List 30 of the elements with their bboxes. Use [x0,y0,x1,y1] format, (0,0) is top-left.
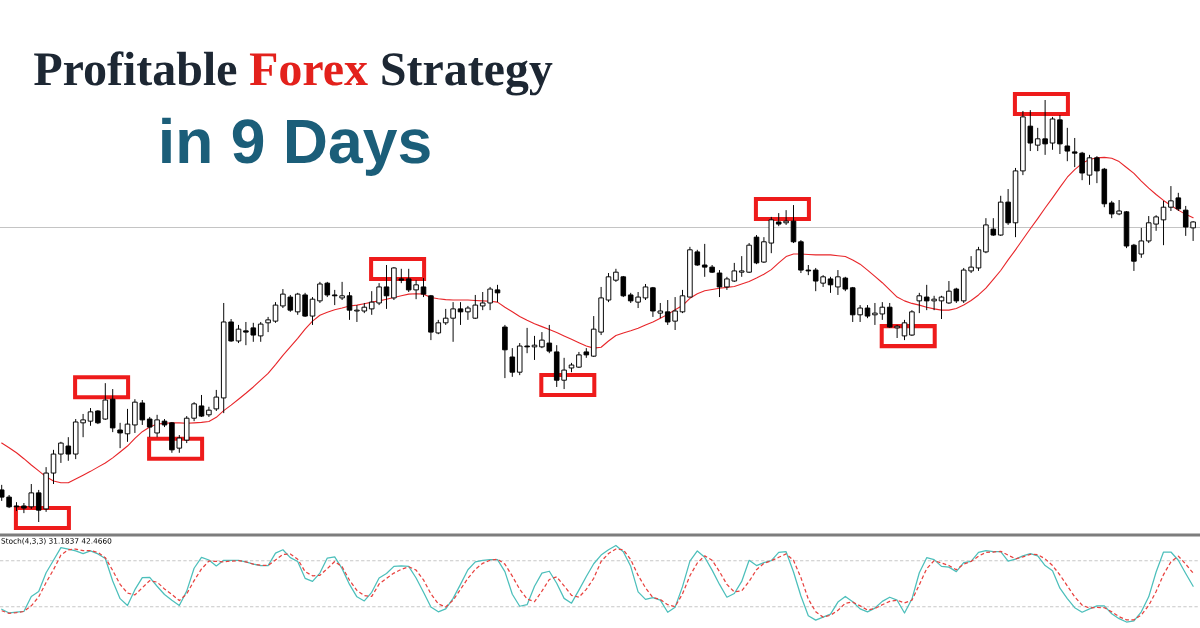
candlestick [257,321,264,343]
candlestick [346,291,353,321]
candlestick [1086,154,1093,186]
candlestick [1064,127,1071,162]
candlestick [531,335,538,361]
candlestick [265,316,271,333]
candlestick [272,301,279,324]
candlestick [916,292,923,314]
candlestick [901,319,908,341]
candlestick [457,301,464,326]
candlestick [198,394,205,418]
candlestick [605,272,612,303]
candlestick [383,264,390,310]
candlestick [206,406,212,418]
candlestick [117,422,123,449]
candlestick [124,408,131,443]
candlestick [420,277,427,298]
candlestick [716,269,723,298]
candlestick [309,296,316,326]
candlestick [975,246,982,272]
candlestick [790,204,797,244]
candlestick [235,324,242,344]
candlestick [509,347,516,378]
candlestick [679,289,686,314]
candlestick [502,324,508,379]
candlestick [909,309,915,337]
chart-subtitle: in 9 Days [162,117,430,176]
chart-title: Profitable Forex Strategy [34,51,553,96]
candlestick [213,389,220,412]
candlestick [50,449,57,485]
